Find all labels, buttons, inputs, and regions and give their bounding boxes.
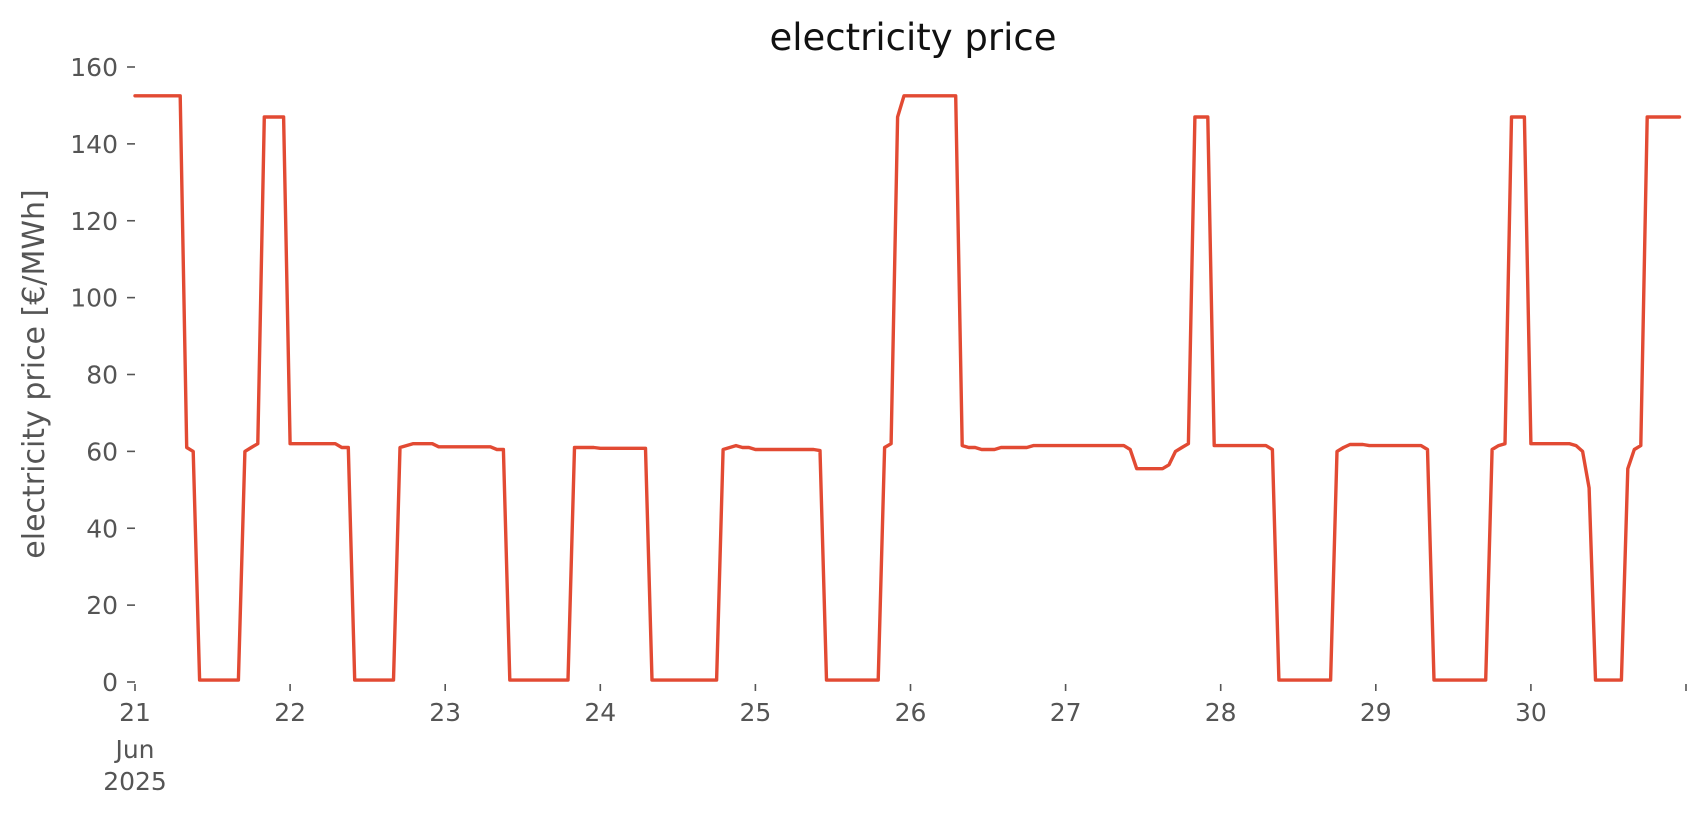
x-tick-label: 26 — [895, 698, 927, 727]
y-tick-label: 120 — [70, 207, 118, 236]
x-axis: 21 Jun 2025 22 23 24 25 26 27 28 29 30 — [103, 684, 1687, 796]
y-tick-label: 20 — [86, 591, 118, 620]
x-tick-label: 27 — [1050, 698, 1082, 727]
y-axis-label: electricity price [€/MWh] — [17, 189, 52, 558]
x-tick-label: 25 — [739, 698, 771, 727]
y-tick-label: 80 — [86, 361, 118, 390]
y-tick-label: 160 — [70, 53, 118, 82]
y-tick-label: 0 — [102, 668, 118, 697]
x-tick-label: 28 — [1205, 698, 1237, 727]
y-axis: 0 20 40 60 80 100 120 140 160 — [70, 53, 135, 697]
y-tick-label: 40 — [86, 514, 118, 543]
x-tick-label: 30 — [1515, 698, 1547, 727]
chart-title: electricity price — [769, 16, 1056, 59]
x-tick-label: 22 — [274, 698, 306, 727]
x-tick-sublabel: 2025 — [103, 767, 167, 796]
plot-area — [133, 94, 1682, 682]
y-tick-label: 140 — [70, 130, 118, 159]
x-tick-label: 24 — [584, 698, 616, 727]
price-series-line — [133, 94, 1682, 682]
x-tick-sublabel: Jun — [113, 735, 154, 764]
x-tick-label: 29 — [1360, 698, 1392, 727]
x-tick-label: 21 — [119, 698, 151, 727]
x-tick-label: 23 — [429, 698, 461, 727]
y-tick-label: 100 — [70, 284, 118, 313]
y-tick-label: 60 — [86, 437, 118, 466]
